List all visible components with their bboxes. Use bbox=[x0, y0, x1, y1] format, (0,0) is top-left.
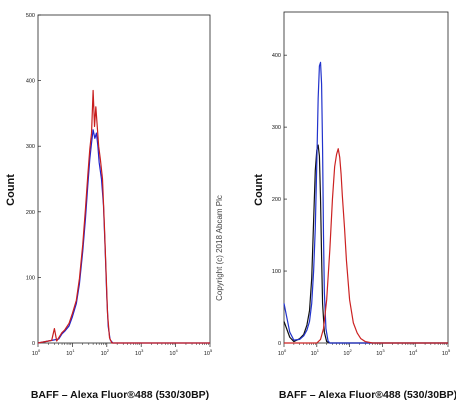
y-axis-label-right: Count bbox=[253, 174, 265, 206]
histogram-series-1 bbox=[283, 144, 448, 344]
histogram-series-2 bbox=[283, 61, 448, 344]
y-tick-label: 300 bbox=[272, 125, 281, 131]
x-tick-label: 101 bbox=[66, 348, 75, 357]
y-tick-label: 200 bbox=[272, 197, 281, 203]
x-tick-label: 102 bbox=[101, 348, 110, 357]
histogram-series-1 bbox=[37, 129, 210, 344]
plot-frame-left bbox=[37, 14, 211, 344]
x-tick-label: 102 bbox=[343, 348, 352, 357]
y-tick-label: 400 bbox=[272, 53, 281, 59]
y-tick-label: 500 bbox=[26, 13, 35, 19]
y-tick-label: 100 bbox=[26, 275, 35, 281]
x-tick-label: 105 bbox=[204, 348, 213, 357]
x-tick-label: 101 bbox=[311, 348, 320, 357]
x-axis-label-left: BAFF – Alexa Fluor®488 (530/30BP) bbox=[31, 389, 209, 401]
x-tick-label: 103 bbox=[376, 348, 385, 357]
y-tick-label: 200 bbox=[26, 210, 35, 216]
x-ticks-left: 100 101 102 103 104 105 bbox=[32, 343, 213, 357]
y-tick-label: 400 bbox=[26, 79, 35, 85]
y-axis-label-left: Count bbox=[5, 174, 17, 206]
histogram-series-3 bbox=[284, 148, 448, 344]
x-tick-label: 100 bbox=[32, 348, 41, 357]
x-tick-label: 103 bbox=[135, 348, 144, 357]
copyright-watermark: Copyright (c) 2018 Abcam Plc bbox=[215, 195, 224, 301]
x-tick-label: 105 bbox=[442, 348, 451, 357]
plot-area-left bbox=[37, 89, 210, 344]
y-tick-label: 100 bbox=[272, 269, 281, 275]
x-tick-label: 104 bbox=[409, 348, 418, 357]
y-tick-label: 0 bbox=[278, 341, 281, 347]
y-tick-label: 300 bbox=[26, 144, 35, 150]
plot-frame-right bbox=[283, 11, 449, 344]
x-tick-label: 104 bbox=[169, 348, 178, 357]
x-axis-label-right: BAFF – Alexa Fluor®488 (530/30BP) bbox=[279, 389, 456, 401]
plot-area-right bbox=[283, 61, 448, 344]
y-tick-label: 0 bbox=[32, 341, 35, 347]
x-ticks-right: 100 101 102 103 104 105 bbox=[278, 343, 451, 357]
x-tick-label: 100 bbox=[278, 348, 287, 357]
y-ticks-right: 0 100 200 300 400 bbox=[272, 53, 287, 347]
y-ticks-left: 0 100 200 300 400 500 bbox=[26, 13, 41, 347]
histogram-series-2 bbox=[37, 89, 210, 344]
